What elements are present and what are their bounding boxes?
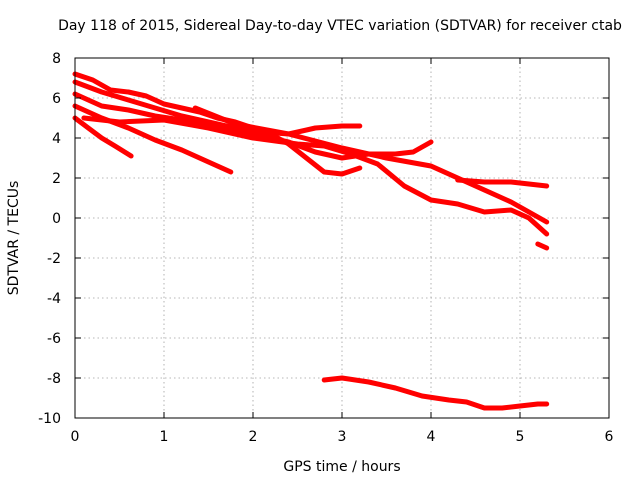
x-axis-label: GPS time / hours (283, 459, 400, 475)
x-tick-label: 0 (71, 429, 80, 445)
y-tick-label: -8 (47, 371, 61, 387)
series-line-s9 (535, 241, 550, 251)
y-tick-label: 4 (52, 131, 61, 147)
y-tick-label: -4 (47, 291, 61, 307)
series-line-s6 (81, 115, 550, 237)
series-line-s3 (72, 91, 434, 161)
y-tick-label: 0 (52, 211, 61, 227)
x-tick-label: 3 (338, 429, 347, 445)
series-line-s7 (192, 105, 550, 225)
x-tick-label: 1 (160, 429, 169, 445)
chart-title: Day 118 of 2015, Sidereal Day-to-day VTE… (58, 18, 622, 34)
y-tick-label: -2 (47, 251, 61, 267)
series-line-s4 (72, 115, 134, 159)
ticks: 0 1 2 3 4 5 6 -10 -8 -6 -4 -2 0 2 4 6 8 (38, 51, 613, 445)
y-tick-label: 2 (52, 171, 61, 187)
x-tick-label: 6 (605, 429, 614, 445)
y-tick-label: 8 (52, 51, 61, 67)
x-tick-label: 2 (249, 429, 258, 445)
grid (75, 58, 609, 418)
y-axis-label: SDTVAR / TECUs (6, 181, 22, 296)
series-line-s10 (321, 375, 550, 411)
x-tick-label: 4 (427, 429, 436, 445)
x-tick-label: 5 (516, 429, 525, 445)
series-line-s8 (455, 177, 550, 189)
y-tick-label: 6 (52, 91, 61, 107)
series-layer (72, 71, 550, 411)
y-tick-label: -10 (38, 411, 61, 427)
y-tick-label: -6 (47, 331, 61, 347)
